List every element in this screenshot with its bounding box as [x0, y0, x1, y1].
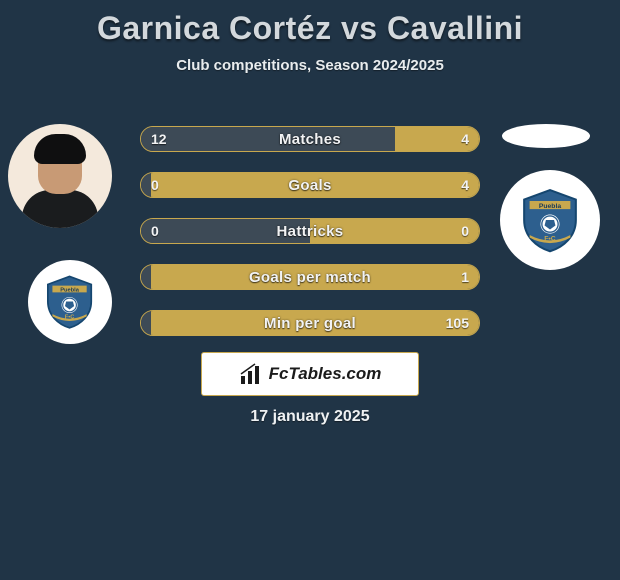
stat-bar-right — [151, 265, 479, 289]
comparison-card: Garnica Cortéz vs Cavallini Club competi… — [0, 0, 620, 580]
stat-value-right: 0 — [461, 219, 469, 243]
svg-text:F•C: F•C — [544, 235, 556, 242]
shield-icon: Puebla F•C — [41, 273, 98, 330]
stat-value-left: 12 — [151, 127, 167, 151]
stat-bar-left — [141, 173, 151, 197]
stat-row: 04Goals — [140, 172, 480, 198]
svg-text:Puebla: Puebla — [539, 203, 562, 210]
svg-text:Puebla: Puebla — [61, 288, 81, 294]
date-label: 17 january 2025 — [0, 408, 620, 426]
stat-bar-left — [141, 127, 395, 151]
page-subtitle: Club competitions, Season 2024/2025 — [0, 57, 620, 74]
stat-row: 105Min per goal — [140, 310, 480, 336]
player-left-avatar — [8, 124, 112, 228]
stat-bar-right — [151, 173, 479, 197]
stat-row: 00Hattricks — [140, 218, 480, 244]
branding-badge: FcTables.com — [201, 352, 419, 396]
stat-row: 1Goals per match — [140, 264, 480, 290]
stat-bar-left — [141, 311, 151, 335]
svg-text:F•C: F•C — [65, 315, 75, 321]
club-badge-right: Puebla F•C — [500, 170, 600, 270]
stat-value-right: 105 — [446, 311, 469, 335]
branding-label: FcTables.com — [269, 364, 382, 384]
stat-value-right: 4 — [461, 127, 469, 151]
comparison-bars: 124Matches04Goals00Hattricks1Goals per m… — [140, 126, 480, 356]
page-title: Garnica Cortéz vs Cavallini — [0, 0, 620, 47]
stat-bar-right — [151, 311, 479, 335]
club-badge-left: Puebla F•C — [28, 260, 112, 344]
stat-value-left: 0 — [151, 219, 159, 243]
stat-value-left: 0 — [151, 173, 159, 197]
stat-bar-left — [141, 265, 151, 289]
stat-bar-left — [141, 219, 310, 243]
stat-value-right: 1 — [461, 265, 469, 289]
player-right-avatar — [502, 124, 590, 148]
stat-value-right: 4 — [461, 173, 469, 197]
shield-icon: Puebla F•C — [516, 186, 584, 254]
bar-chart-icon — [239, 362, 263, 386]
stat-bar-right — [310, 219, 479, 243]
stat-row: 124Matches — [140, 126, 480, 152]
